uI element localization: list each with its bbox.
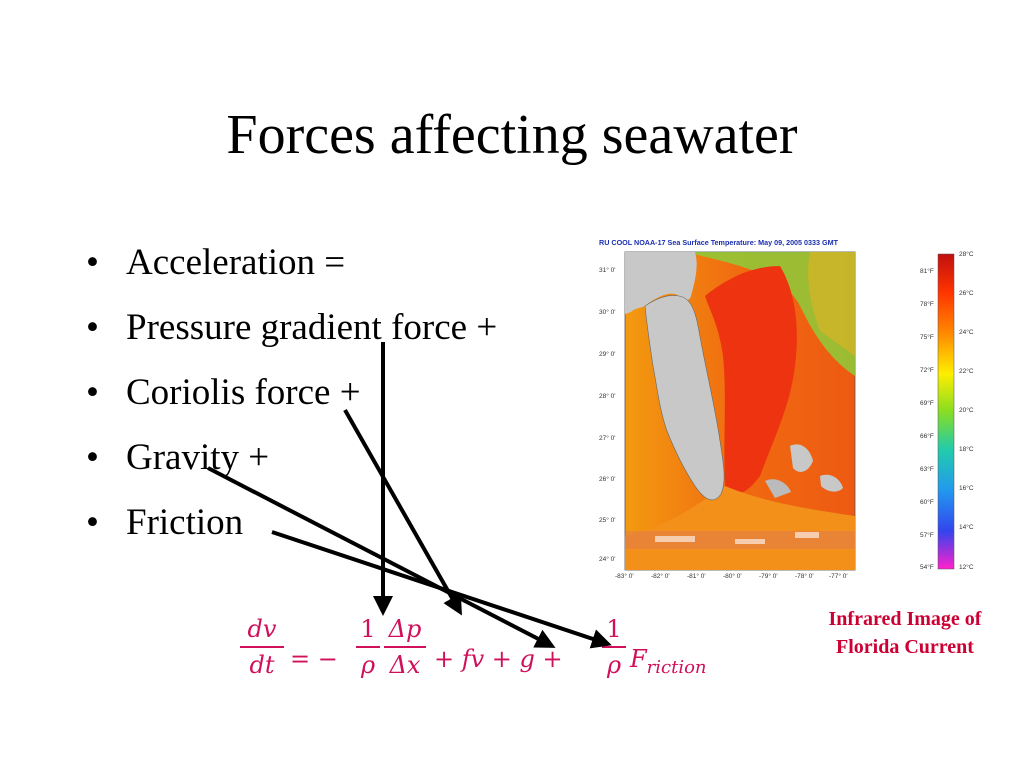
rho-numerator: 1 bbox=[360, 615, 376, 643]
lon-label: -77° 0' bbox=[829, 573, 848, 580]
colorbar-c-label: 18°C bbox=[959, 446, 974, 453]
colorbar-c-label: 14°C bbox=[959, 524, 974, 531]
lat-label: 30° 0' bbox=[599, 309, 616, 316]
dx-denominator: Δx bbox=[389, 651, 421, 679]
one-over-rho-fraction: 1 ρ bbox=[356, 614, 380, 680]
dv-dt-fraction: dv dt bbox=[240, 614, 284, 680]
lat-label: 27° 0' bbox=[599, 435, 616, 442]
colorbar-c-label: 12°C bbox=[959, 564, 974, 571]
colorbar-f-label: 81°F bbox=[920, 268, 934, 275]
friction-numerator: 1 bbox=[606, 615, 622, 643]
colorbar-f-label: 54°F bbox=[920, 564, 934, 571]
figure-caption: Infrared Image of Florida Current bbox=[800, 605, 1010, 661]
colorbar-f-label: 63°F bbox=[920, 466, 934, 473]
colorbar-f-label: 60°F bbox=[920, 499, 934, 506]
caption-line-2: Florida Current bbox=[836, 636, 974, 658]
bullet-gravity: Gravity + bbox=[86, 425, 497, 490]
bullet-coriolis: Coriolis force + bbox=[86, 360, 497, 425]
lon-label: -83° 0' bbox=[615, 573, 634, 580]
slide-title: Forces affecting seawater bbox=[226, 104, 798, 166]
friction-term: Friction bbox=[630, 644, 707, 683]
bullet-acceleration: Acceleration = bbox=[86, 230, 497, 295]
lat-label: 24° 0' bbox=[599, 556, 616, 563]
colorbar-f-label: 66°F bbox=[920, 433, 934, 440]
coriolis-gravity-terms: + fv + g + bbox=[434, 645, 563, 673]
bullet-list: Acceleration = Pressure gradient force +… bbox=[86, 230, 497, 555]
sst-map-image bbox=[624, 251, 955, 571]
bullet-pressure-gradient: Pressure gradient force + bbox=[86, 295, 497, 360]
caption-line-1: Infrared Image of bbox=[828, 608, 982, 630]
fraction-bar bbox=[384, 646, 426, 648]
colorbar-c-label: 26°C bbox=[959, 290, 974, 297]
lat-label: 31° 0' bbox=[599, 267, 616, 274]
colorbar-c-label: 20°C bbox=[959, 407, 974, 414]
colorbar-f-label: 75°F bbox=[920, 334, 934, 341]
lat-label: 29° 0' bbox=[599, 351, 616, 358]
dp-dx-fraction: Δp Δx bbox=[384, 614, 426, 680]
colorbar-f-label: 72°F bbox=[920, 367, 934, 374]
rho-denominator: ρ bbox=[360, 651, 376, 679]
dp-numerator: Δp bbox=[388, 615, 422, 643]
colorbar-f-label: 57°F bbox=[920, 532, 934, 539]
friction-subscript: riction bbox=[646, 656, 707, 678]
colorbar-f-label: 69°F bbox=[920, 400, 934, 407]
fraction-bar bbox=[602, 646, 626, 648]
fraction-bar bbox=[356, 646, 380, 648]
sst-map-header: RU COOL NOAA-17 Sea Surface Temperature:… bbox=[599, 238, 839, 247]
lon-label: -82° 0' bbox=[651, 573, 670, 580]
lon-label: -80° 0' bbox=[723, 573, 742, 580]
lon-label: -78° 0' bbox=[795, 573, 814, 580]
equals-minus: = − bbox=[290, 645, 338, 673]
friction-denominator: ρ bbox=[606, 651, 622, 679]
colorbar-f-label: 78°F bbox=[920, 301, 934, 308]
bullet-friction: Friction bbox=[86, 490, 497, 555]
fraction-bar bbox=[240, 646, 284, 648]
lat-label: 28° 0' bbox=[599, 393, 616, 400]
colorbar-c-label: 22°C bbox=[959, 368, 974, 375]
friction-symbol: F bbox=[630, 645, 647, 673]
lon-label: -81° 0' bbox=[687, 573, 706, 580]
dv-numerator: dv bbox=[247, 615, 277, 643]
dt-denominator: dt bbox=[249, 651, 275, 679]
sst-map-figure: RU COOL NOAA-17 Sea Surface Temperature:… bbox=[595, 236, 1005, 586]
colorbar-c-label: 28°C bbox=[959, 251, 974, 258]
colorbar-c-label: 24°C bbox=[959, 329, 974, 336]
colorbar-c-label: 16°C bbox=[959, 485, 974, 492]
lon-label: -79° 0' bbox=[759, 573, 778, 580]
lat-label: 26° 0' bbox=[599, 476, 616, 483]
lat-label: 25° 0' bbox=[599, 517, 616, 524]
friction-fraction: 1 ρ bbox=[602, 614, 626, 680]
